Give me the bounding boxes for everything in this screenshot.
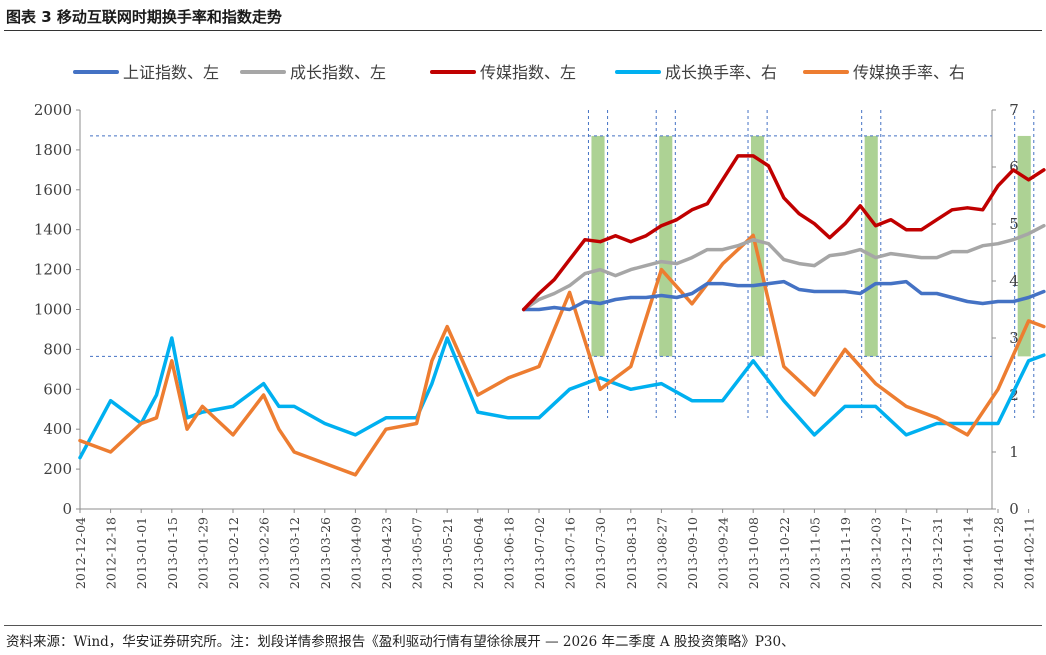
source-note: 资料来源：Wind，华安证券研究所。注：划段详情参照报告《盈利驱动行情有望徐徐展… xyxy=(6,634,795,650)
title-rule xyxy=(4,30,1042,31)
x-tick-label: 2013-11-05 xyxy=(807,517,822,589)
shaded-period xyxy=(659,135,673,357)
shaded-periods xyxy=(587,110,1035,418)
shaded-period xyxy=(751,135,765,357)
x-tick-label: 2013-10-22 xyxy=(777,517,792,589)
x-tick-label: 2013-12-03 xyxy=(869,517,884,589)
shaded-period xyxy=(864,135,878,357)
figure-title: 图表 3 移动互联网时期换手率和指数走势 xyxy=(6,8,282,26)
y-left-tick-label: 1400 xyxy=(34,221,72,239)
y-right-tick-label: 3 xyxy=(1009,329,1019,347)
x-tick-label: 2013-08-27 xyxy=(654,517,669,589)
legend-label: 成长换手率、右 xyxy=(665,63,777,82)
series-lines xyxy=(78,154,1046,477)
y-right-tick-label: 0 xyxy=(1009,500,1019,518)
y-left-tick-label: 2000 xyxy=(34,101,72,119)
x-tick-label: 2013-07-30 xyxy=(593,517,608,589)
shaded-period xyxy=(591,135,605,357)
x-tick-label: 2013-04-23 xyxy=(379,517,394,589)
legend-label: 传媒换手率、右 xyxy=(853,63,965,82)
series-line-1 xyxy=(521,279,1046,312)
x-tick-label: 2013-10-08 xyxy=(746,517,761,589)
x-tick-label: 2013-01-29 xyxy=(195,517,210,589)
x-tick-label: 2013-02-26 xyxy=(257,517,272,589)
y-left-tick-label: 600 xyxy=(43,380,72,398)
source-rule xyxy=(4,625,1042,626)
y-left-tick-label: 1800 xyxy=(34,141,72,159)
series-line-5 xyxy=(78,233,1046,477)
y-right-tick-label: 4 xyxy=(1009,272,1019,290)
x-tick-label: 2013-12-17 xyxy=(899,517,914,589)
chart: 上证指数、左 成长指数、左 传媒指数、左 成长换手率、右 传媒换手率、右 0200400… xyxy=(34,63,1046,589)
x-tick-label: 2013-07-16 xyxy=(563,517,578,589)
y-right-tick-label: 2 xyxy=(1009,386,1019,404)
legend-label: 上证指数、左 xyxy=(123,63,219,82)
x-tick-label: 2013-07-02 xyxy=(532,517,547,589)
x-tick-label: 2013-06-04 xyxy=(471,517,486,589)
x-tick-label: 2013-03-26 xyxy=(318,517,333,589)
x-tick-label: 2012-12-04 xyxy=(73,517,88,589)
y-left-tick-label: 400 xyxy=(43,420,72,438)
x-tick-label: 2013-09-10 xyxy=(685,517,700,589)
y-left-tick-label: 1600 xyxy=(34,181,72,199)
y-right-tick-label: 6 xyxy=(1009,158,1019,176)
y-right-tick-label: 1 xyxy=(1009,443,1019,461)
y-left-tick-label: 800 xyxy=(43,340,72,358)
series-line-2 xyxy=(521,223,1046,312)
series-line-3 xyxy=(521,154,1046,312)
y-left-tick-label: 200 xyxy=(43,460,72,478)
x-tick-label: 2013-03-12 xyxy=(287,517,302,589)
x-tick-label: 2013-01-15 xyxy=(165,517,180,589)
x-tick-label: 2013-05-21 xyxy=(440,517,455,589)
x-tick-label: 2012-12-18 xyxy=(104,517,119,589)
y-right-tick-label: 5 xyxy=(1009,215,1019,233)
y-right-tick-label: 7 xyxy=(1009,101,1019,119)
legend-label: 传媒指数、左 xyxy=(480,63,576,82)
legend-label: 成长指数、左 xyxy=(290,63,386,82)
reference-lines xyxy=(90,135,992,357)
x-tick-label: 2013-09-24 xyxy=(716,517,731,589)
x-tick-label: 2013-08-13 xyxy=(624,517,639,589)
series-line-4 xyxy=(78,336,1046,460)
x-tick-label: 2014-01-28 xyxy=(991,517,1006,589)
x-tick-label: 2013-01-01 xyxy=(134,517,149,589)
x-tick-label: 2013-11-19 xyxy=(838,517,853,589)
x-tick-label: 2013-04-09 xyxy=(348,517,363,589)
x-tick-label: 2013-05-07 xyxy=(410,517,425,589)
y-left-tick-label: 1000 xyxy=(34,301,72,319)
x-tick-label: 2014-02-11 xyxy=(1022,517,1037,589)
axes: 0 200 400 600 800 1000 1200 1400 1600 1800 2000 0 1 2… xyxy=(34,101,1037,589)
x-tick-label: 2013-12-31 xyxy=(930,517,945,589)
x-tick-label: 2013-06-18 xyxy=(501,517,516,589)
y-left-tick-label: 0 xyxy=(62,500,72,518)
legend: 上证指数、左 成长指数、左 传媒指数、左 成长换手率、右 传媒换手率、右 xyxy=(73,63,965,82)
y-left-tick-label: 1200 xyxy=(34,261,72,279)
x-tick-label: 2013-02-12 xyxy=(226,517,241,589)
x-tick-label: 2014-01-14 xyxy=(960,517,975,589)
